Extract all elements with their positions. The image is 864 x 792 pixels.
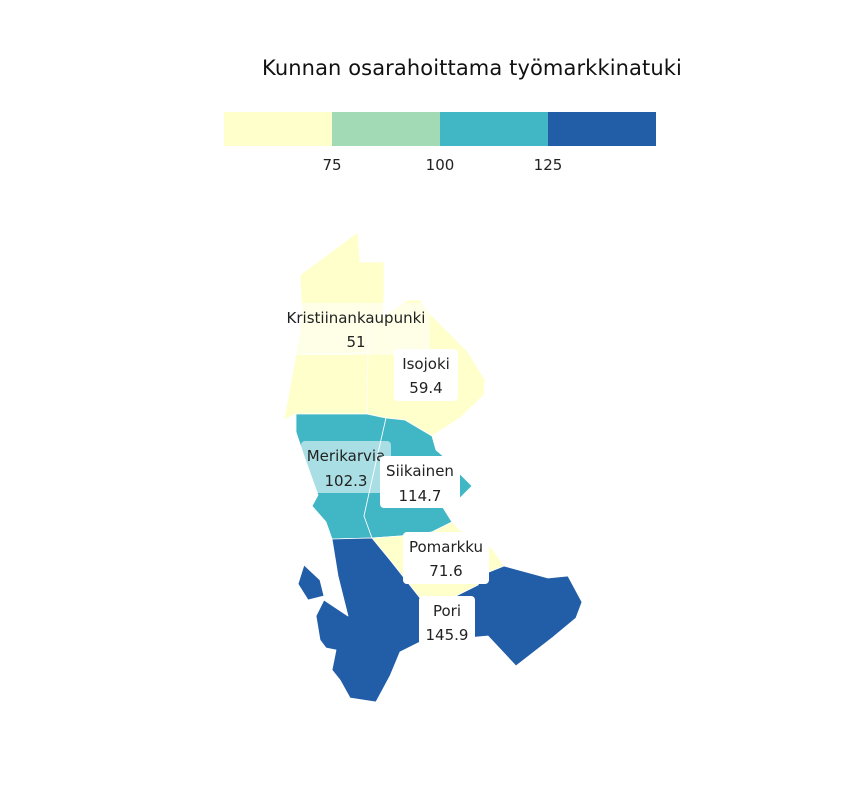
region-value-label: 145.9 (426, 626, 469, 644)
region-label-kristiinankaupunki: Kristiinankaupunki 51 (282, 303, 430, 355)
label-background (419, 596, 475, 648)
region-value-label: 51 (346, 333, 365, 351)
region-name-label: Pomarkku (409, 538, 483, 556)
region-name-label: Siikainen (386, 462, 454, 480)
label-background (380, 456, 460, 508)
chart-title: Kunnan osarahoittama työmarkkinatuki (262, 56, 682, 80)
region-shape-pori[interactable] (297, 564, 325, 601)
legend-tick-label: 125 (534, 156, 563, 174)
region-shape-kristiinankaupunki[interactable] (283, 351, 369, 421)
region-label-siikainen: Siikainen 114.7 (380, 456, 460, 508)
legend: 75 100 125 (224, 112, 656, 174)
label-background (301, 441, 391, 493)
legend-swatch (332, 112, 440, 146)
legend-swatch (224, 112, 332, 146)
region-value-label: 102.3 (325, 472, 368, 490)
map-labels: Kristiinankaupunki 51 Isojoki 59.4 Merikarvi… (282, 303, 489, 648)
legend-tick-label: 100 (426, 156, 455, 174)
label-background (282, 303, 430, 355)
legend-swatch (548, 112, 656, 146)
region-label-merikarvia: Merikarvia 102.3 (301, 441, 391, 493)
region-name-label: Kristiinankaupunki (287, 309, 426, 327)
legend-swatch (440, 112, 548, 146)
region-label-isojoki: Isojoki 59.4 (394, 349, 458, 401)
region-name-label: Isojoki (402, 355, 450, 373)
region-label-pori: Pori 145.9 (419, 596, 475, 648)
region-value-label: 114.7 (399, 487, 442, 505)
label-background (394, 349, 458, 401)
region-name-label: Pori (433, 602, 461, 620)
label-background (403, 532, 489, 584)
region-value-label: 71.6 (429, 562, 462, 580)
region-name-label: Merikarvia (307, 447, 386, 465)
region-label-pomarkku: Pomarkku 71.6 (403, 532, 489, 584)
legend-tick-label: 75 (322, 156, 341, 174)
region-value-label: 59.4 (409, 379, 442, 397)
